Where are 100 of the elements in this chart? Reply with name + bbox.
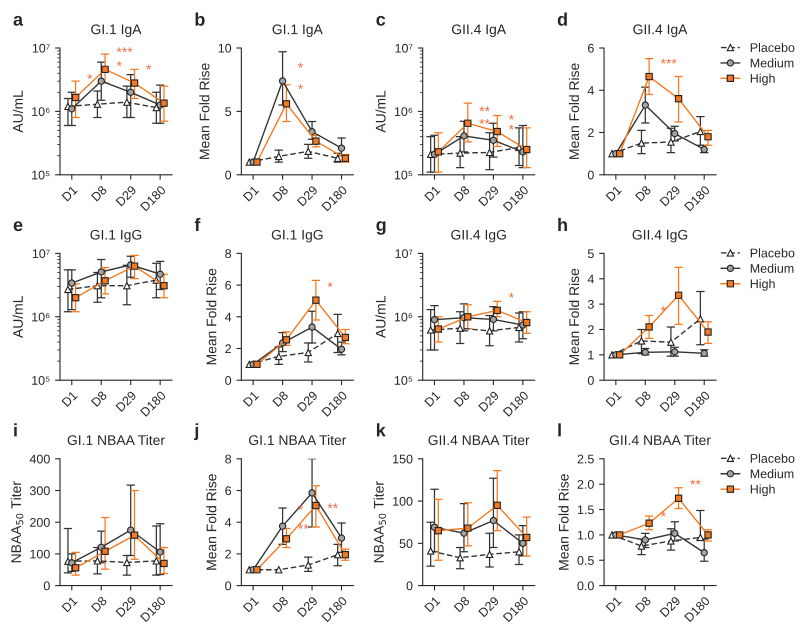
y-tick-label: 0 [588,376,594,385]
text: d [558,12,567,26]
chart-title: GI.1 IgG [272,230,323,242]
y-tick-label: 6 [225,486,232,496]
y-tick-label: 100 [30,550,50,559]
x-tick-label: D1 [424,596,440,612]
x-tick-label: D8 [634,185,652,202]
y-tick-label: 0 [225,170,232,180]
text: h [558,218,567,231]
x-tick-label: D29 [296,185,318,206]
y-tick-label: 0.0 [577,581,594,590]
chart-title: GI.1 IgA [91,24,142,37]
text: l [558,423,561,436]
y-tick-label: 10⁷ [32,249,50,258]
x-tick-label: D29 [296,596,318,618]
y-tick-label: 1 [588,350,594,360]
text: j [194,423,198,440]
y-axis-title: AU/mL [12,296,23,338]
legend-label: High [750,279,775,291]
chart-title: GII.4 IgG [451,230,506,242]
y-tick-label: 4 [588,274,594,284]
x-tick-label: D29 [660,596,681,618]
y-tick-label: 0.5 [577,556,594,565]
x-tick-label: D8 [272,596,289,612]
x-tick-label: D8 [634,390,652,407]
y-tick-label: 50 [400,539,412,548]
y-tick-label: 400 [30,454,50,464]
annotation: * [116,61,122,66]
annotation: ** [690,480,701,485]
y-tick-label: 6 [588,44,594,53]
y-tick-label: 2 [588,325,594,334]
y-tick-label: 0 [588,170,594,180]
y-tick-label: 10⁵ [394,170,412,180]
x-tick-label: D8 [90,390,108,407]
chart-title: GI.1 IgA [272,24,323,37]
chart-title: GII.4 NBAA Titer [428,434,530,446]
text: f [194,218,200,231]
x-tick-label: D29 [115,185,137,206]
y-tick-label: 10⁵ [32,376,50,385]
legend-label: Medium [750,469,794,478]
y-tick-label: 150 [393,454,412,464]
x-tick-label: D8 [454,390,470,407]
y-tick-label: 4 [224,518,232,527]
annotation: *** [116,47,133,52]
annotation: * [660,512,666,516]
y-tick-label: 8 [225,454,232,464]
text: e [14,221,22,232]
text: k [376,423,386,436]
x-tick-label: D1 [606,185,622,202]
y-tick-label: 2.5 [578,454,594,464]
annotation: * [146,64,152,70]
x-tick-label: D29 [660,390,681,412]
x-tick-label: D1 [242,390,260,407]
text: a [14,16,24,26]
legend-label: Medium [750,264,794,273]
x-tick-label: D1 [242,596,260,612]
y-tick-label: 5 [225,107,232,116]
x-tick-label: D1 [606,596,622,612]
annotation: ** [479,118,490,124]
y-tick-label: 2 [588,128,594,138]
x-tick-label: D29 [115,390,137,412]
y-axis-title: Mean Fold Rise [206,268,216,364]
annotation: * [508,292,514,298]
x-tick-label: D8 [454,596,470,612]
x-tick-label: D29 [660,185,681,206]
legend-label: High [750,74,775,86]
x-tick-label: D1 [242,185,260,202]
y-tick-label: 10⁷ [32,44,50,53]
y-tick-label: 2 [225,550,231,558]
x-tick-label: D1 [424,185,440,202]
y-tick-label: 1.5 [578,505,594,514]
y-axis-title: Mean Fold Rise [199,63,210,159]
x-tick-label: D29 [478,185,500,206]
annotation: * [660,306,666,312]
annotation: *** [660,58,677,64]
y-tick-label: 300 [30,486,50,496]
y-axis-title: Mean Fold Rise [568,268,580,364]
x-tick-label: D29 [115,596,137,618]
y-axis-title: AU/mL [375,90,386,133]
chart-title: GII.4 IgG [632,230,688,242]
y-tick-label: 6 [225,280,232,290]
y-tick-label: 10⁷ [396,44,412,53]
annotation: * [508,124,514,130]
y-tick-label: 2 [225,344,231,354]
annotation: * [508,114,514,120]
x-tick-label: D29 [296,390,318,412]
text: i [14,423,17,436]
x-tick-label: D29 [478,596,500,618]
x-tick-label: D1 [62,185,78,202]
chart-title: GI.1 IgG [90,230,142,242]
x-tick-label: D8 [90,185,108,202]
y-axis-title: AU/mL [375,296,386,338]
y-tick-label: 10⁶ [32,107,50,116]
y-tick-label: 5 [588,249,594,258]
annotation: * [298,62,304,68]
chart-title: GII.4 IgA [633,24,688,37]
annotation: ** [328,503,338,508]
x-tick-label: D1 [424,390,440,407]
x-tick-label: D1 [606,390,622,407]
annotation: * [298,84,304,90]
